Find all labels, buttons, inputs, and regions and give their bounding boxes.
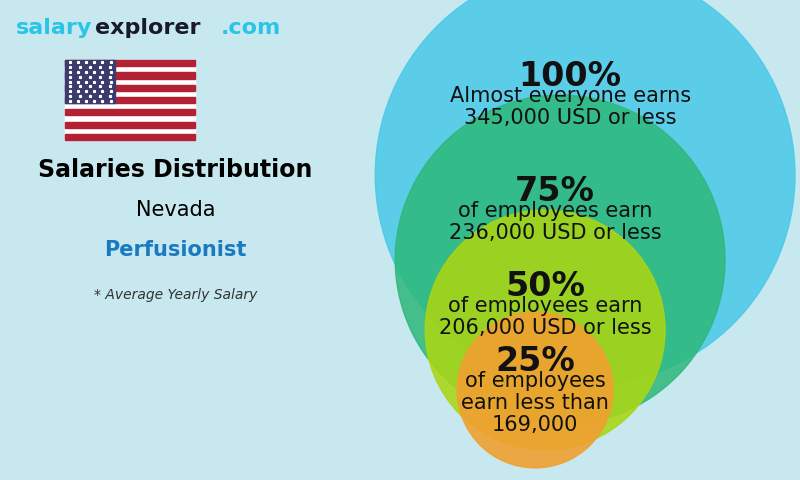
Bar <box>66 60 195 66</box>
Text: Perfusionist: Perfusionist <box>104 240 246 260</box>
Text: 100%: 100% <box>518 60 622 93</box>
Text: 75%: 75% <box>515 175 595 208</box>
Bar <box>66 72 195 79</box>
Text: Salaries Distribution: Salaries Distribution <box>38 158 313 182</box>
Circle shape <box>395 95 725 425</box>
Circle shape <box>457 312 613 468</box>
Text: 206,000 USD or less: 206,000 USD or less <box>439 318 651 338</box>
Text: 345,000 USD or less: 345,000 USD or less <box>464 108 676 129</box>
Bar <box>66 84 195 91</box>
Text: 236,000 USD or less: 236,000 USD or less <box>449 223 662 243</box>
Text: of employees earn: of employees earn <box>458 202 652 221</box>
Bar <box>66 97 195 103</box>
Bar <box>66 134 195 140</box>
Text: of employees earn: of employees earn <box>448 296 642 316</box>
Text: Almost everyone earns: Almost everyone earns <box>450 86 690 107</box>
Text: 25%: 25% <box>495 345 575 378</box>
Text: * Average Yearly Salary: * Average Yearly Salary <box>94 288 257 302</box>
Text: 50%: 50% <box>506 270 585 303</box>
Bar <box>66 60 195 140</box>
Text: explorer: explorer <box>95 18 201 38</box>
Text: .com: .com <box>220 18 281 38</box>
Bar <box>66 121 195 128</box>
Text: earn less than: earn less than <box>462 393 609 413</box>
Bar <box>66 109 195 116</box>
Text: salary: salary <box>15 18 92 38</box>
Text: Nevada: Nevada <box>135 200 215 220</box>
Text: of employees: of employees <box>465 372 606 391</box>
Circle shape <box>426 210 665 450</box>
Bar <box>66 60 114 103</box>
Text: 169,000: 169,000 <box>492 415 578 435</box>
Circle shape <box>375 0 795 385</box>
